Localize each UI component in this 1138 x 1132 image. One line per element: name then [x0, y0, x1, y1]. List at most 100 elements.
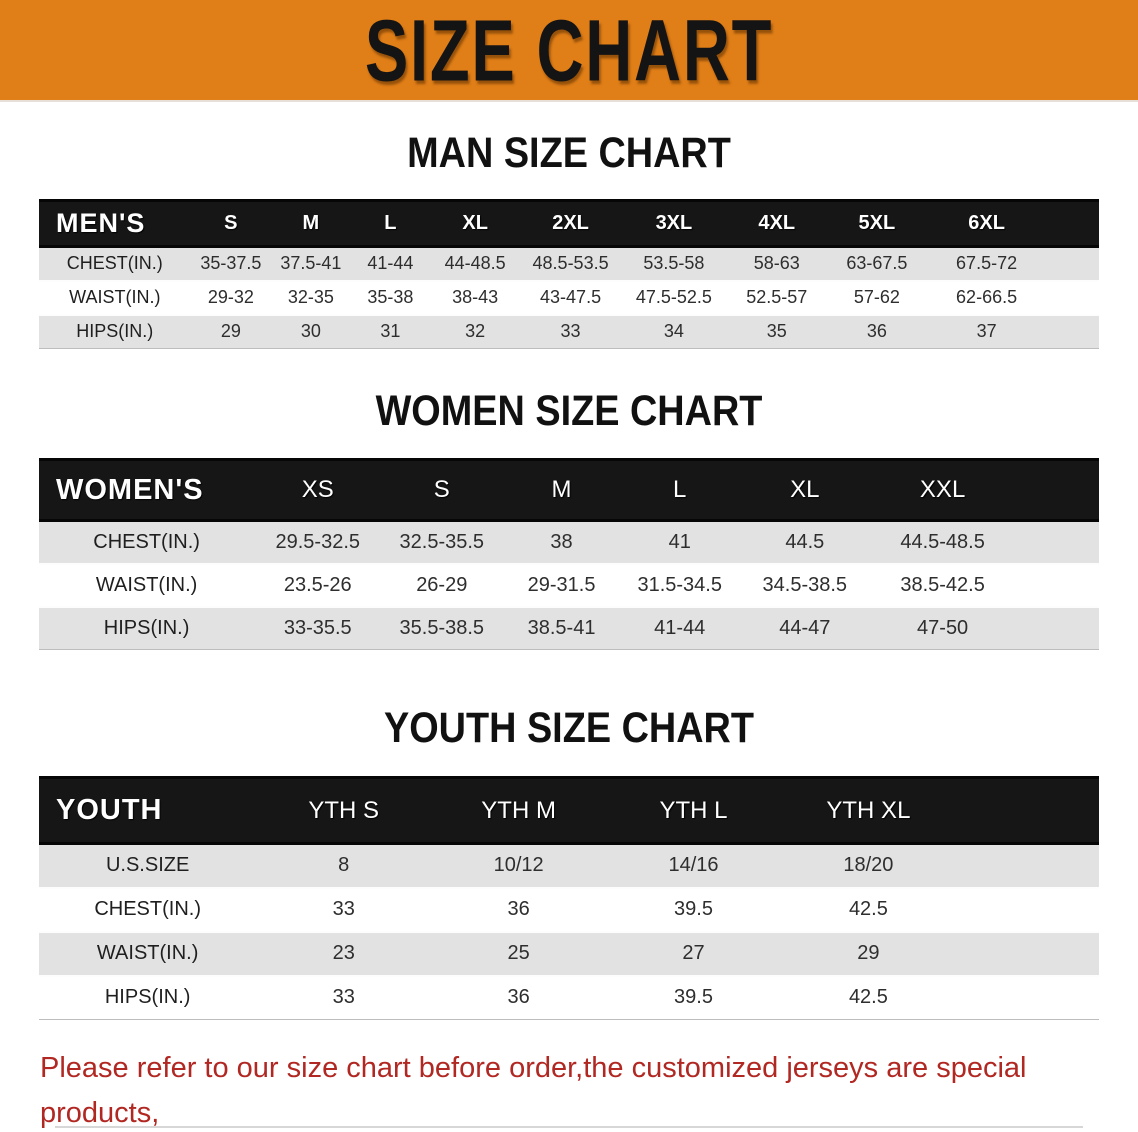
size-value-cell: 27: [606, 930, 781, 976]
measure-row-label: HIPS(IN.): [39, 313, 191, 349]
youth-section-title: YOUTH SIZE CHART: [383, 704, 754, 752]
size-column-header: L: [620, 458, 739, 522]
measurement-row: CHEST(IN.) 35-37.5 37.5-41 41-44 44-48.5 48.5…: [39, 245, 1099, 281]
measurement-row: WAIST(IN.) 23 25 27 29: [39, 930, 1099, 976]
size-column-header: YTH L: [606, 776, 781, 845]
measure-row-label: HIPS(IN.): [39, 974, 257, 1020]
size-column-header: XS: [254, 458, 382, 522]
size-column-header: XL: [430, 199, 521, 248]
table-corner-label: YOUTH: [39, 776, 257, 845]
size-value-cell: 41-44: [620, 605, 739, 650]
size-value-cell: 31.5-34.5: [620, 562, 739, 607]
measurement-row: U.S.SIZE 8 10/12 14/16 18/20: [39, 842, 1099, 888]
size-value-cell: 63-67.5: [826, 245, 928, 281]
measurement-row: HIPS(IN.) 33 36 39.5 42.5: [39, 974, 1099, 1020]
size-value-cell: 44-48.5: [430, 245, 521, 281]
size-value-cell: 44.5: [738, 519, 872, 564]
measurement-row: HIPS(IN.) 33-35.5 35.5-38.5 38.5-41 41-44 44-…: [39, 605, 1099, 650]
size-value-cell: 57-62: [826, 279, 928, 315]
size-value-cell: 30: [271, 313, 351, 349]
row-spacer: [955, 930, 1099, 976]
size-column-header: M: [271, 199, 351, 248]
size-value-cell: 23.5-26: [254, 562, 382, 607]
size-value-cell: 25: [431, 930, 607, 976]
size-value-cell: 29.5-32.5: [254, 519, 382, 564]
size-value-cell: 37: [927, 313, 1046, 349]
measure-row-label: U.S.SIZE: [39, 842, 257, 888]
header-spacer: [1014, 458, 1099, 522]
row-spacer: [1014, 605, 1099, 650]
size-value-cell: 29-32: [190, 279, 272, 315]
size-value-cell: 43-47.5: [520, 279, 621, 315]
size-column-header: XL: [738, 458, 872, 522]
size-value-cell: 26-29: [381, 562, 503, 607]
size-value-cell: 44-47: [738, 605, 872, 650]
measure-row-label: CHEST(IN.): [39, 886, 257, 932]
size-value-cell: 33: [256, 974, 432, 1020]
size-value-cell: 47-50: [871, 605, 1015, 650]
size-column-header: S: [190, 199, 272, 248]
measurement-row: WAIST(IN.) 23.5-26 26-29 29-31.5 31.5-34.5 34…: [39, 562, 1099, 607]
disclaimer-line-1: Please refer to our size chart before or…: [40, 1052, 1027, 1129]
measure-row-label: CHEST(IN.): [39, 519, 255, 564]
size-value-cell: 29: [190, 313, 272, 349]
row-spacer: [955, 842, 1099, 888]
size-value-cell: 29: [780, 930, 956, 976]
table-corner-label: WOMEN'S: [39, 458, 255, 522]
size-column-header: 4XL: [726, 199, 827, 248]
size-value-cell: 41-44: [350, 245, 431, 281]
measure-row-label: CHEST(IN.): [39, 245, 191, 281]
size-value-cell: 33: [520, 313, 621, 349]
size-value-cell: 37.5-41: [271, 245, 351, 281]
size-value-cell: 36: [431, 886, 607, 932]
size-value-cell: 47.5-52.5: [620, 279, 727, 315]
row-spacer: [1045, 245, 1099, 281]
header-spacer: [1045, 199, 1099, 248]
size-column-header: M: [502, 458, 621, 522]
men-section-title: MAN SIZE CHART: [407, 129, 731, 177]
women-section-title: WOMEN SIZE CHART: [375, 387, 763, 435]
size-value-cell: 35-37.5: [190, 245, 272, 281]
measure-row-label: WAIST(IN.): [39, 562, 255, 607]
size-column-header: 5XL: [826, 199, 928, 248]
size-column-header: YTH M: [431, 776, 607, 845]
size-value-cell: 18/20: [780, 842, 956, 888]
size-value-cell: 62-66.5: [927, 279, 1046, 315]
size-value-cell: 67.5-72: [927, 245, 1046, 281]
size-value-cell: 58-63: [726, 245, 827, 281]
size-value-cell: 14/16: [606, 842, 781, 888]
men-size-table: MEN'S S M L XL 2XL 3XL 4XL 5XL 6XL CHEST(IN.) 35-3…: [39, 199, 1099, 349]
size-value-cell: 41: [620, 519, 739, 564]
size-column-header: 2XL: [520, 199, 621, 248]
size-column-header: S: [381, 458, 503, 522]
bottom-divider: [55, 1126, 1083, 1128]
measurement-row: HIPS(IN.) 29 30 31 32 33 34 35 36 37: [39, 313, 1099, 349]
size-column-header: YTH XL: [780, 776, 956, 845]
size-value-cell: 32.5-35.5: [381, 519, 503, 564]
size-value-cell: 29-31.5: [502, 562, 621, 607]
size-value-cell: 35-38: [350, 279, 431, 315]
women-size-table: WOMEN'S XS S M L XL XXL CHEST(IN.) 29.5-32.5 32.…: [39, 458, 1099, 650]
measurement-row: CHEST(IN.) 33 36 39.5 42.5: [39, 886, 1099, 932]
size-value-cell: 42.5: [780, 886, 956, 932]
size-value-cell: 34: [620, 313, 727, 349]
size-value-cell: 32: [430, 313, 521, 349]
size-value-cell: 38: [502, 519, 621, 564]
size-value-cell: 53.5-58: [620, 245, 727, 281]
size-value-cell: 42.5: [780, 974, 956, 1020]
size-value-cell: 38.5-42.5: [871, 562, 1015, 607]
youth-size-table: YOUTH YTH S YTH M YTH L YTH XL U.S.SIZE 8 10/1…: [39, 776, 1099, 1020]
size-value-cell: 38-43: [430, 279, 521, 315]
row-spacer: [1045, 313, 1099, 349]
size-value-cell: 44.5-48.5: [871, 519, 1015, 564]
size-value-cell: 35.5-38.5: [381, 605, 503, 650]
measure-row-label: WAIST(IN.): [39, 930, 257, 976]
size-column-header: XXL: [871, 458, 1015, 522]
banner-title: SIZE CHART: [364, 1, 774, 99]
size-value-cell: 23: [256, 930, 432, 976]
size-value-cell: 39.5: [606, 974, 781, 1020]
size-column-header: 6XL: [927, 199, 1046, 248]
measurement-row: WAIST(IN.) 29-32 32-35 35-38 38-43 43-47.5 47.…: [39, 279, 1099, 315]
row-spacer: [955, 886, 1099, 932]
order-disclaimer: Please refer to our size chart before or…: [40, 1046, 1118, 1132]
